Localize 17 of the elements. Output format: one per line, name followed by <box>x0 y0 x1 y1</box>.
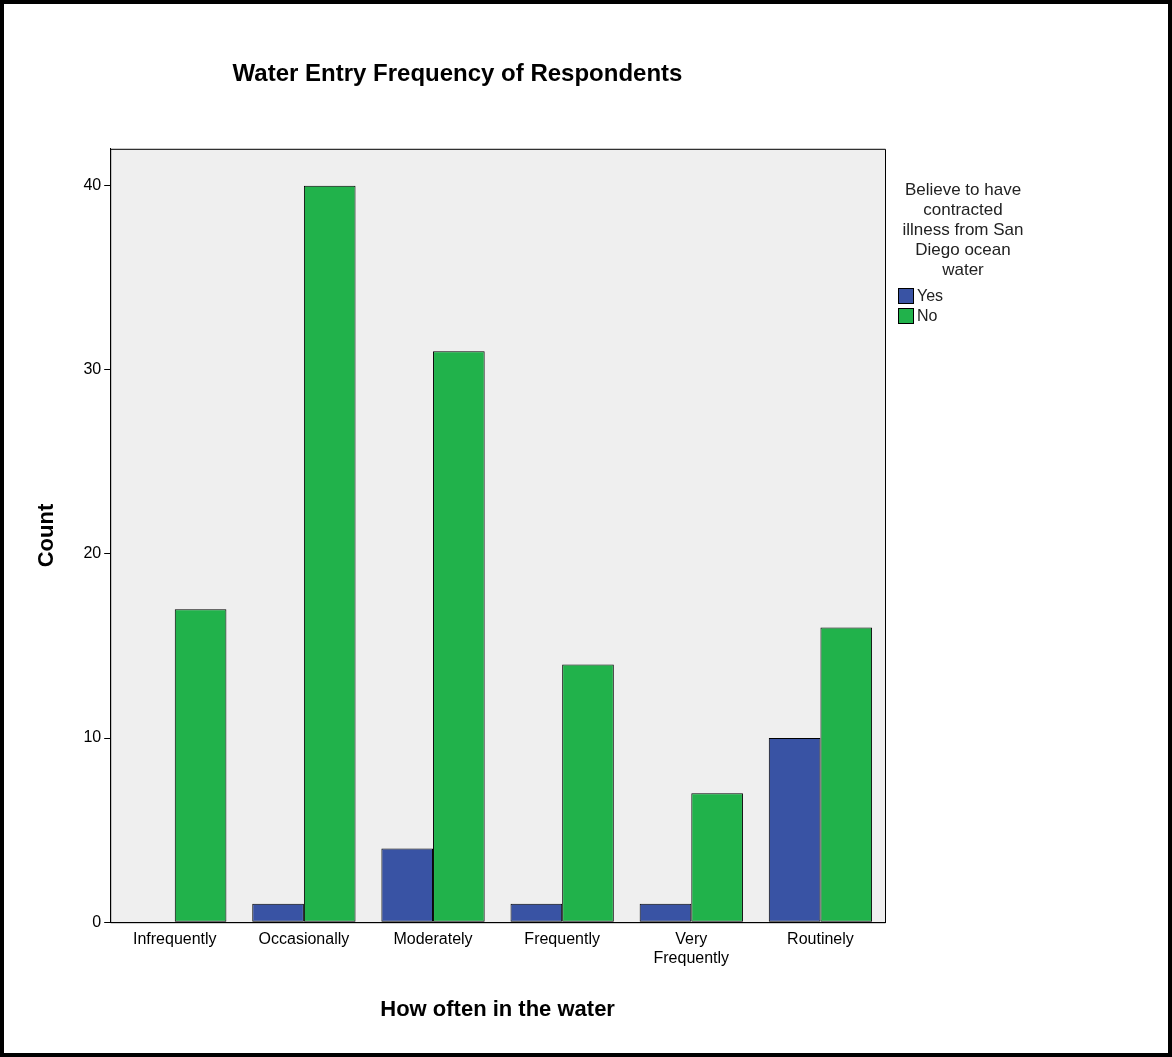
x-tick-label: Occasionally <box>258 930 350 948</box>
y-tick-label: 10 <box>83 728 102 746</box>
x-tick-label: Routinely <box>787 930 854 948</box>
legend-label: Yes <box>917 287 944 305</box>
y-tick-label: 40 <box>83 176 102 194</box>
x-tick-label: Very Frequently <box>653 930 730 967</box>
x-tick-label: Frequently <box>524 930 600 948</box>
x-tick-label: Infrequently <box>132 930 217 948</box>
y-tick-label: 0 <box>92 912 102 930</box>
y-axis-title: Count <box>33 503 59 568</box>
legend-label: No <box>917 307 938 325</box>
y-tick-label: 30 <box>83 360 102 378</box>
x-tick-label: Moderately <box>393 930 473 948</box>
y-tick-label: 20 <box>83 544 102 562</box>
x-axis-title: How often in the water <box>380 995 616 1021</box>
legend-title: Believe to have contracted illness from San Diego ocean water <box>901 180 1025 280</box>
chart-title: Water Entry Frequency of Respondents <box>232 59 683 87</box>
